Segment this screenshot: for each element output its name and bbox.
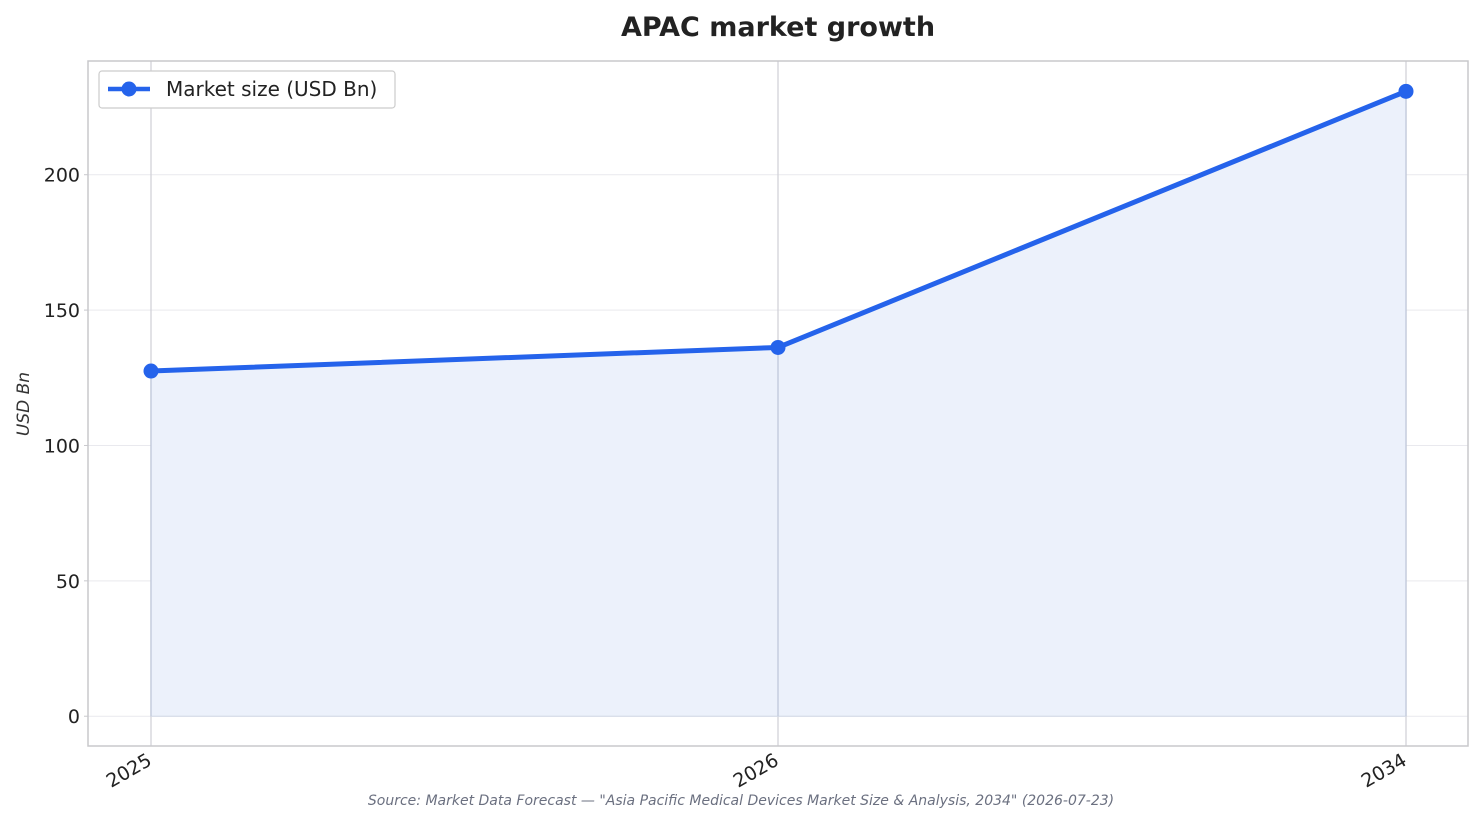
y-axis-ticks: 0 50 100 150 200 <box>44 165 88 728</box>
series-area <box>150 91 1407 717</box>
y-tick-label: 100 <box>44 435 80 457</box>
data-point <box>770 339 786 355</box>
x-tick-label: 2026 <box>730 749 783 792</box>
y-tick-label: 150 <box>44 300 80 322</box>
source-note: Source: Market Data Forecast — "Asia Pac… <box>368 793 1114 809</box>
series-points <box>143 83 1414 379</box>
legend: Market size (USD Bn) <box>98 70 396 109</box>
x-tick-label: 2034 <box>1358 749 1411 792</box>
y-axis-label: USD Bn <box>14 372 34 436</box>
y-tick-label: 50 <box>56 571 80 593</box>
x-tick-label: 2025 <box>103 749 156 792</box>
legend-label: Market size (USD Bn) <box>166 77 377 101</box>
data-point <box>1398 83 1414 99</box>
data-point <box>143 363 159 379</box>
y-tick-label: 200 <box>44 165 80 187</box>
chart-title: APAC market growth <box>621 12 935 43</box>
legend-box <box>98 70 396 109</box>
legend-marker-swatch <box>121 81 137 97</box>
plot-frame <box>87 60 1469 747</box>
y-tick-label: 0 <box>68 706 80 728</box>
x-axis-ticks: 2025 2026 2034 <box>103 749 1411 792</box>
